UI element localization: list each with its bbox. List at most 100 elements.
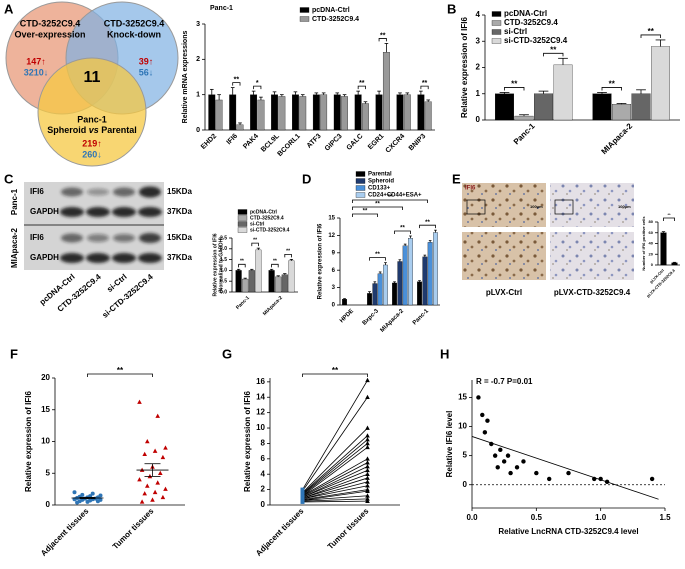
point bbox=[365, 377, 370, 383]
pair-line bbox=[302, 495, 368, 501]
x-tick-label: CXCR4 bbox=[385, 133, 407, 155]
x-tick-label: EGR1 bbox=[367, 133, 386, 152]
point bbox=[514, 465, 520, 470]
set-subtitle: Spheroid vs Parental bbox=[47, 125, 137, 135]
bar bbox=[236, 124, 244, 131]
x-tick-label: HPDE bbox=[339, 308, 355, 324]
point bbox=[489, 441, 494, 447]
legend-swatch bbox=[299, 7, 310, 13]
point bbox=[547, 476, 552, 482]
sig-label: ** bbox=[667, 212, 671, 217]
panel-label: H bbox=[440, 346, 449, 361]
point bbox=[158, 470, 163, 476]
y-tick-label: 0 bbox=[651, 262, 654, 267]
bar bbox=[271, 94, 278, 131]
legend-swatch bbox=[355, 171, 366, 177]
sig-label: ** bbox=[550, 45, 557, 54]
legend-label: CTD-3252C9.4 bbox=[312, 16, 359, 23]
sig-bracket bbox=[420, 85, 429, 90]
sig-label: ** bbox=[234, 76, 240, 83]
bar bbox=[660, 232, 667, 266]
bar bbox=[229, 94, 237, 131]
y-tick-label: 4 bbox=[476, 10, 481, 19]
panel-label: F bbox=[10, 346, 18, 361]
bar bbox=[299, 96, 307, 131]
y-axis-label: Relative expression of IFI6 bbox=[24, 390, 33, 491]
sig-label: ** bbox=[388, 195, 393, 201]
legend-label: si-Ctrl bbox=[250, 221, 265, 227]
bar bbox=[514, 115, 534, 121]
point bbox=[365, 394, 370, 400]
y-tick-label: 3 bbox=[476, 36, 481, 45]
bar bbox=[494, 93, 514, 121]
sig-bracket bbox=[663, 217, 675, 221]
panel-label: C bbox=[4, 171, 14, 186]
y-tick-label: 12 bbox=[256, 408, 265, 417]
y-tick-label: 10 bbox=[256, 423, 265, 432]
point bbox=[139, 499, 145, 504]
legend-label: si-Ctrl bbox=[504, 27, 527, 36]
set-title: CTD-3252C9.4 bbox=[104, 18, 165, 28]
y-tick-label: 8 bbox=[261, 439, 266, 448]
sig-label: ** bbox=[332, 366, 339, 375]
bar bbox=[372, 283, 378, 306]
pair-line bbox=[302, 439, 368, 495]
point bbox=[649, 476, 655, 482]
bar bbox=[396, 94, 404, 131]
bar bbox=[367, 293, 372, 306]
x-tick-label: Panc-1 bbox=[235, 295, 251, 311]
point bbox=[495, 465, 500, 470]
x-tick-label: Tumor tissues bbox=[326, 506, 371, 551]
sig-bracket bbox=[601, 87, 622, 91]
ihc-image bbox=[550, 183, 634, 227]
y-tick-label: 10 bbox=[458, 422, 467, 431]
bar bbox=[320, 94, 328, 131]
y-tick-label: 0 bbox=[46, 500, 51, 509]
protein: IFI6 bbox=[30, 187, 44, 196]
y-tick-label: 1.0 bbox=[220, 268, 227, 274]
bar bbox=[397, 261, 403, 306]
y-tick-label: 1 bbox=[196, 92, 200, 99]
chart-title: Panc-1 bbox=[210, 5, 233, 12]
sig-bracket bbox=[271, 263, 279, 268]
protein: GAPDH bbox=[30, 253, 59, 262]
pair-line bbox=[302, 498, 368, 502]
sig-label: * bbox=[256, 80, 259, 87]
intersection: 11 bbox=[84, 69, 101, 86]
mw: 37KDa bbox=[167, 253, 192, 262]
y-axis-label: Relative IFI6 level bbox=[445, 411, 454, 478]
up-count: 147↑ bbox=[26, 56, 46, 66]
bar bbox=[278, 96, 286, 131]
legend-swatch bbox=[491, 20, 502, 26]
x-tick-label: MIApaca-2 bbox=[262, 295, 284, 317]
legend-label: si-CTD-3252C9.4 bbox=[504, 36, 568, 45]
x-tick-label: Adjacent tissues bbox=[254, 506, 306, 558]
bar bbox=[383, 264, 388, 306]
point bbox=[152, 448, 158, 453]
y-tick-label: 5 bbox=[46, 468, 51, 477]
y-tick-label: 3 bbox=[196, 21, 200, 28]
point bbox=[152, 489, 158, 495]
sig-bracket bbox=[504, 87, 525, 91]
point bbox=[150, 497, 155, 502]
point bbox=[598, 476, 603, 482]
point bbox=[137, 399, 142, 404]
legend-swatch bbox=[355, 185, 366, 191]
lane-label: si-Ctrl bbox=[105, 272, 128, 294]
subtitle-part: Parental bbox=[99, 125, 137, 135]
chart-panel: 0 5 10 15 Relative IFI6 level 0.0 0.5 1.0 1.5 Rel… bbox=[445, 377, 671, 536]
y-tick-label: 1 bbox=[476, 89, 481, 98]
x-tick-label: ATF3 bbox=[306, 133, 323, 150]
legend-label: CD133+ bbox=[368, 186, 391, 192]
sig-bracket bbox=[238, 263, 246, 268]
bar bbox=[362, 103, 369, 131]
y-axis-label: Relative expression of IFI6 bbox=[460, 16, 469, 117]
legend-swatch bbox=[491, 29, 502, 35]
panel-label: D bbox=[302, 171, 311, 186]
bar bbox=[341, 96, 348, 131]
bar bbox=[671, 262, 678, 266]
legend-swatch bbox=[237, 221, 248, 227]
legend-label: si-CTD-3252C9.4 bbox=[250, 227, 290, 233]
sig-label: ** bbox=[240, 259, 244, 265]
